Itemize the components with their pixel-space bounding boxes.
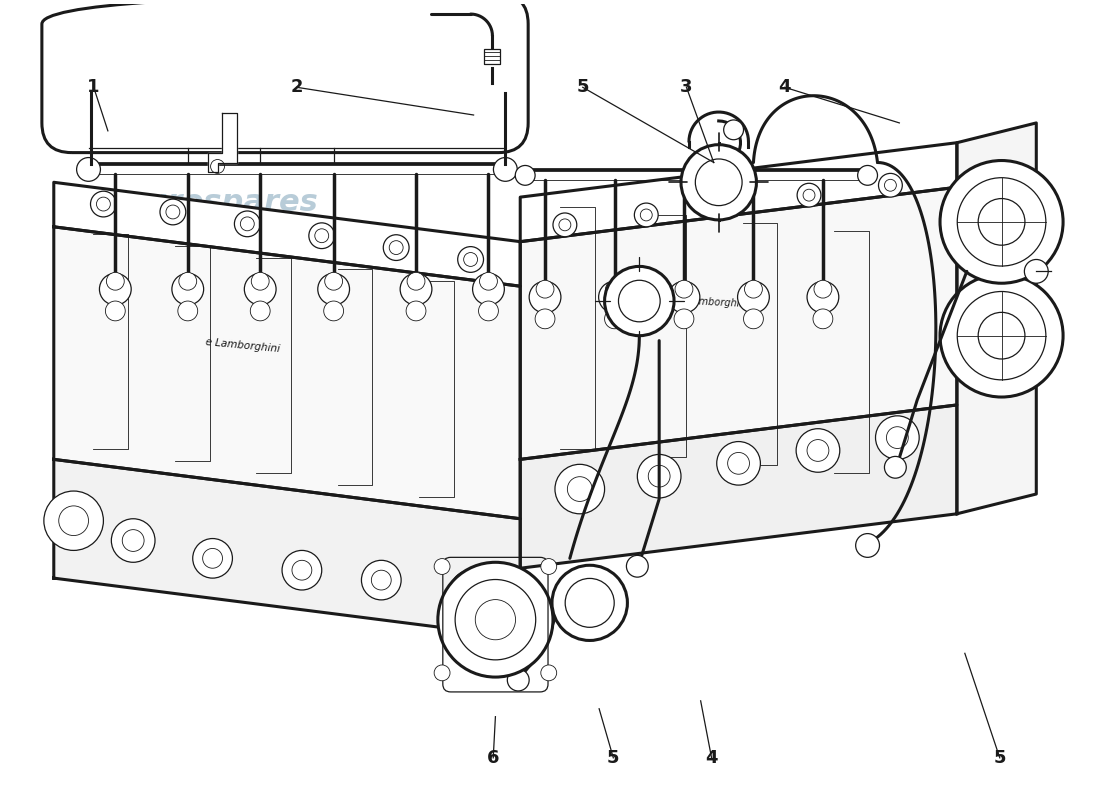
Circle shape bbox=[605, 309, 625, 329]
Circle shape bbox=[106, 301, 125, 321]
Circle shape bbox=[556, 464, 605, 514]
Circle shape bbox=[675, 280, 693, 298]
Circle shape bbox=[738, 282, 769, 313]
Polygon shape bbox=[208, 113, 238, 172]
Text: 4: 4 bbox=[779, 78, 791, 96]
Circle shape bbox=[362, 560, 402, 600]
Circle shape bbox=[807, 282, 839, 313]
Bar bbox=[484, 49, 500, 63]
Circle shape bbox=[553, 213, 576, 237]
Circle shape bbox=[529, 282, 561, 313]
Polygon shape bbox=[520, 142, 957, 242]
Circle shape bbox=[406, 301, 426, 321]
Circle shape bbox=[407, 272, 425, 290]
Circle shape bbox=[515, 166, 535, 186]
Circle shape bbox=[884, 457, 906, 478]
Circle shape bbox=[724, 120, 744, 140]
Circle shape bbox=[541, 558, 557, 574]
Text: 5: 5 bbox=[576, 78, 588, 96]
Circle shape bbox=[494, 158, 517, 182]
Text: 5: 5 bbox=[993, 749, 1007, 767]
Circle shape bbox=[1024, 259, 1048, 283]
Circle shape bbox=[813, 309, 833, 329]
Circle shape bbox=[745, 280, 762, 298]
Circle shape bbox=[716, 193, 739, 217]
Circle shape bbox=[179, 272, 197, 290]
Polygon shape bbox=[520, 187, 957, 459]
Circle shape bbox=[605, 266, 674, 336]
Circle shape bbox=[674, 309, 694, 329]
Circle shape bbox=[160, 199, 186, 225]
Circle shape bbox=[744, 309, 763, 329]
Circle shape bbox=[234, 211, 261, 237]
Circle shape bbox=[324, 272, 342, 290]
Circle shape bbox=[668, 282, 700, 313]
Text: eurospares: eurospares bbox=[592, 366, 767, 394]
Circle shape bbox=[536, 280, 554, 298]
Circle shape bbox=[438, 562, 553, 677]
Circle shape bbox=[282, 550, 321, 590]
Circle shape bbox=[507, 669, 529, 691]
Circle shape bbox=[814, 280, 832, 298]
Circle shape bbox=[172, 274, 204, 305]
Circle shape bbox=[940, 274, 1063, 397]
Circle shape bbox=[879, 174, 902, 197]
Circle shape bbox=[480, 272, 497, 290]
Polygon shape bbox=[520, 405, 957, 568]
Circle shape bbox=[798, 183, 821, 207]
Circle shape bbox=[434, 665, 450, 681]
Text: e Lamborghini: e Lamborghini bbox=[205, 337, 280, 354]
Circle shape bbox=[111, 518, 155, 562]
Circle shape bbox=[451, 570, 491, 610]
Circle shape bbox=[552, 566, 627, 641]
Circle shape bbox=[434, 558, 450, 574]
Circle shape bbox=[473, 274, 504, 305]
Circle shape bbox=[626, 555, 648, 577]
Text: 6: 6 bbox=[487, 749, 499, 767]
Circle shape bbox=[598, 282, 630, 313]
Polygon shape bbox=[54, 227, 520, 518]
Circle shape bbox=[858, 166, 878, 186]
Circle shape bbox=[796, 429, 839, 472]
Circle shape bbox=[458, 246, 484, 272]
Circle shape bbox=[318, 274, 350, 305]
Circle shape bbox=[535, 309, 556, 329]
Circle shape bbox=[192, 538, 232, 578]
Circle shape bbox=[44, 491, 103, 550]
Circle shape bbox=[940, 161, 1063, 283]
Circle shape bbox=[400, 274, 432, 305]
Circle shape bbox=[90, 191, 117, 217]
Circle shape bbox=[717, 442, 760, 485]
Text: Lamborghini: Lamborghini bbox=[688, 297, 749, 310]
Text: 5: 5 bbox=[607, 749, 619, 767]
Circle shape bbox=[637, 454, 681, 498]
Text: 3: 3 bbox=[680, 78, 693, 96]
Text: eurospares: eurospares bbox=[126, 187, 319, 217]
Circle shape bbox=[681, 145, 757, 220]
Circle shape bbox=[541, 665, 557, 681]
Circle shape bbox=[323, 301, 343, 321]
Circle shape bbox=[244, 274, 276, 305]
Text: 2: 2 bbox=[290, 78, 303, 96]
Text: 1: 1 bbox=[87, 78, 100, 96]
Circle shape bbox=[251, 301, 271, 321]
Circle shape bbox=[856, 534, 880, 558]
Circle shape bbox=[107, 272, 124, 290]
Circle shape bbox=[77, 158, 100, 182]
Circle shape bbox=[606, 280, 624, 298]
Circle shape bbox=[635, 203, 658, 227]
Polygon shape bbox=[957, 123, 1036, 514]
Polygon shape bbox=[54, 182, 520, 286]
Circle shape bbox=[876, 416, 920, 459]
Text: 4: 4 bbox=[705, 749, 718, 767]
Polygon shape bbox=[54, 459, 520, 638]
Circle shape bbox=[251, 272, 270, 290]
Circle shape bbox=[178, 301, 198, 321]
Circle shape bbox=[99, 274, 131, 305]
Circle shape bbox=[309, 223, 334, 249]
Circle shape bbox=[478, 301, 498, 321]
Circle shape bbox=[383, 234, 409, 261]
